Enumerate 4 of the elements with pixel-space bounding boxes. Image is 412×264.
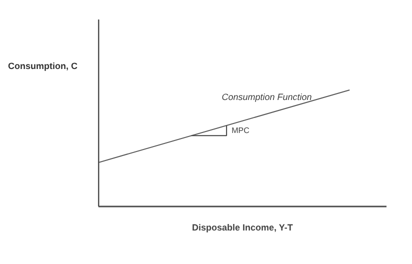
annotation: MPC: [232, 126, 250, 136]
annotation: Consumption Function: [222, 92, 312, 102]
y-axis-title: Consumption, C: [8, 60, 78, 73]
x-axis-title: Disposable Income, Y-T: [192, 222, 294, 232]
